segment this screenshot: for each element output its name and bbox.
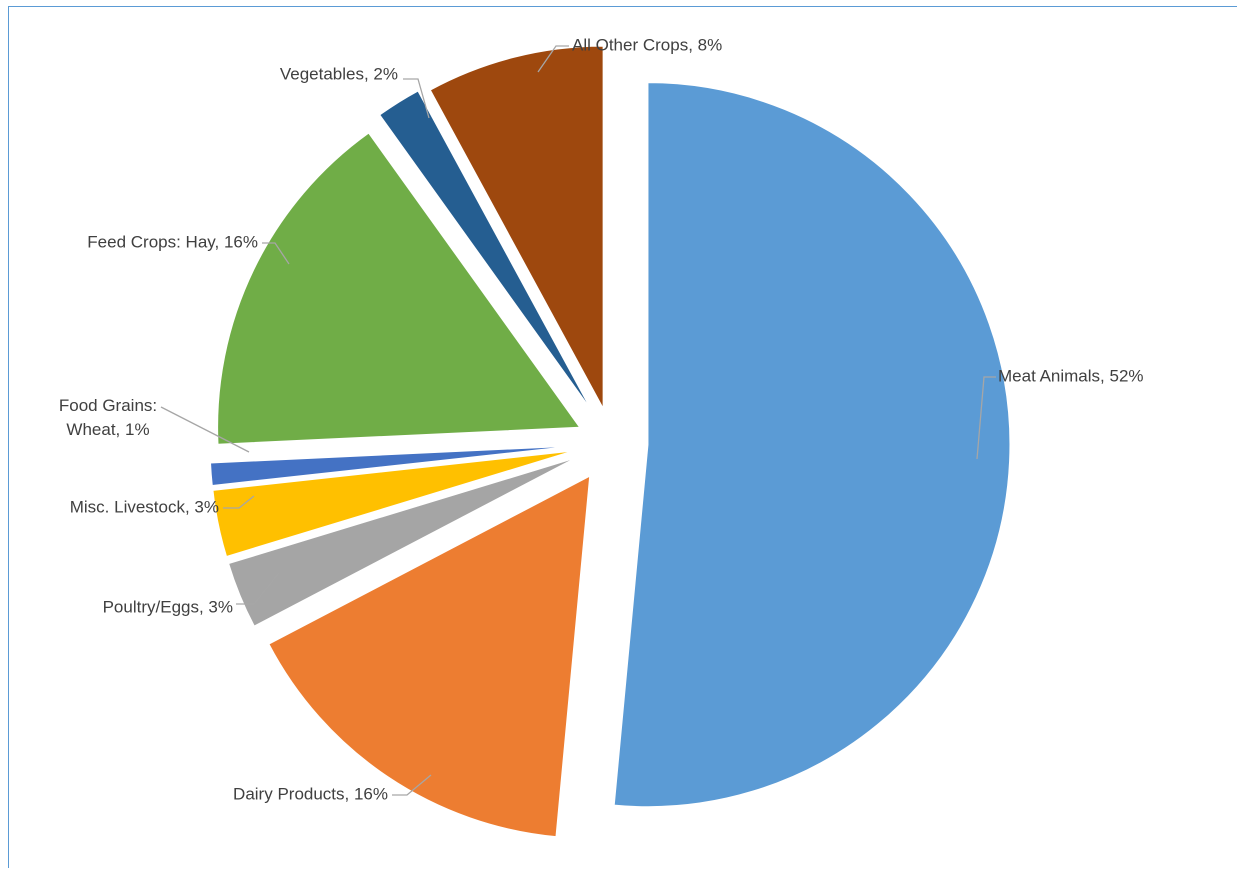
- slice-feed-crops-hay: [217, 132, 581, 445]
- leader-line-misc-livestock: [223, 495, 255, 509]
- slice-all-other-crops: [429, 45, 604, 409]
- slice-misc-livestock: [212, 450, 573, 558]
- leader-line-dairy-products: [392, 774, 432, 796]
- data-label-all-other-crops: All Other Crops, 8%: [572, 35, 722, 54]
- slice-food-grains-wheat: [209, 445, 573, 486]
- slice-poultry-eggs: [228, 457, 576, 627]
- data-label-feed-crops-hay: Feed Crops: Hay, 16%: [87, 232, 258, 251]
- leader-line-feed-crops-hay: [262, 242, 290, 265]
- chart-frame: [8, 6, 1237, 868]
- data-label-meat-animals: Meat Animals, 52%: [998, 366, 1144, 385]
- data-label-vegetables: Vegetables, 2%: [280, 64, 398, 83]
- leader-line-vegetables: [403, 78, 430, 119]
- leader-line-meat-animals: [976, 376, 996, 460]
- data-label-poultry-eggs: Poultry/Eggs, 3%: [103, 597, 233, 616]
- slice-meat-animals: [613, 82, 1011, 808]
- data-label-food-grains-wheat: Food Grains: Wheat, 1%: [59, 396, 157, 439]
- leader-line-all-other-crops: [537, 45, 569, 73]
- leader-line-poultry-eggs: [236, 572, 280, 605]
- data-label-misc-livestock: Misc. Livestock, 3%: [70, 497, 219, 516]
- leader-line-food-grains-wheat: [160, 406, 250, 453]
- slice-dairy-products: [268, 475, 591, 838]
- slice-vegetables: [379, 90, 592, 410]
- data-label-dairy-products: Dairy Products, 16%: [233, 784, 388, 803]
